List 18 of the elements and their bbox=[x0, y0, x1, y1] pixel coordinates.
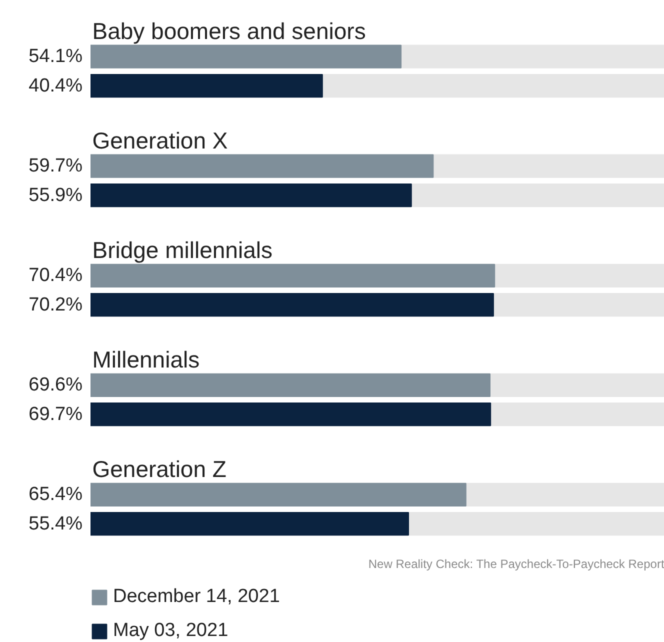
data-label: 70.4% bbox=[28, 265, 83, 286]
y-tick-label: Bridge millennials bbox=[92, 237, 272, 264]
data-label: 70.2% bbox=[28, 294, 83, 316]
data-label: 59.7% bbox=[28, 156, 83, 177]
y-tick-label: Generation Z bbox=[92, 456, 226, 482]
legend-label: May 03, 2021 bbox=[113, 620, 228, 642]
data-label: 69.6% bbox=[28, 374, 83, 396]
y-tick-label: Generation X bbox=[92, 128, 228, 154]
data-label: 69.7% bbox=[28, 404, 83, 425]
data-label: 65.4% bbox=[28, 484, 83, 506]
data-label: 55.4% bbox=[28, 513, 83, 534]
data-label: 54.1% bbox=[28, 46, 83, 68]
text: New Reality Check: The Paycheck-To-Paycheck Report bbox=[368, 557, 664, 572]
y-tick-label: Baby boomers and seniors bbox=[92, 18, 366, 44]
legend-label: December 14, 2021 bbox=[113, 586, 280, 608]
y-tick-label: Millennials bbox=[92, 346, 200, 373]
data-label: 55.9% bbox=[28, 184, 83, 206]
data-label: 40.4% bbox=[28, 75, 83, 96]
